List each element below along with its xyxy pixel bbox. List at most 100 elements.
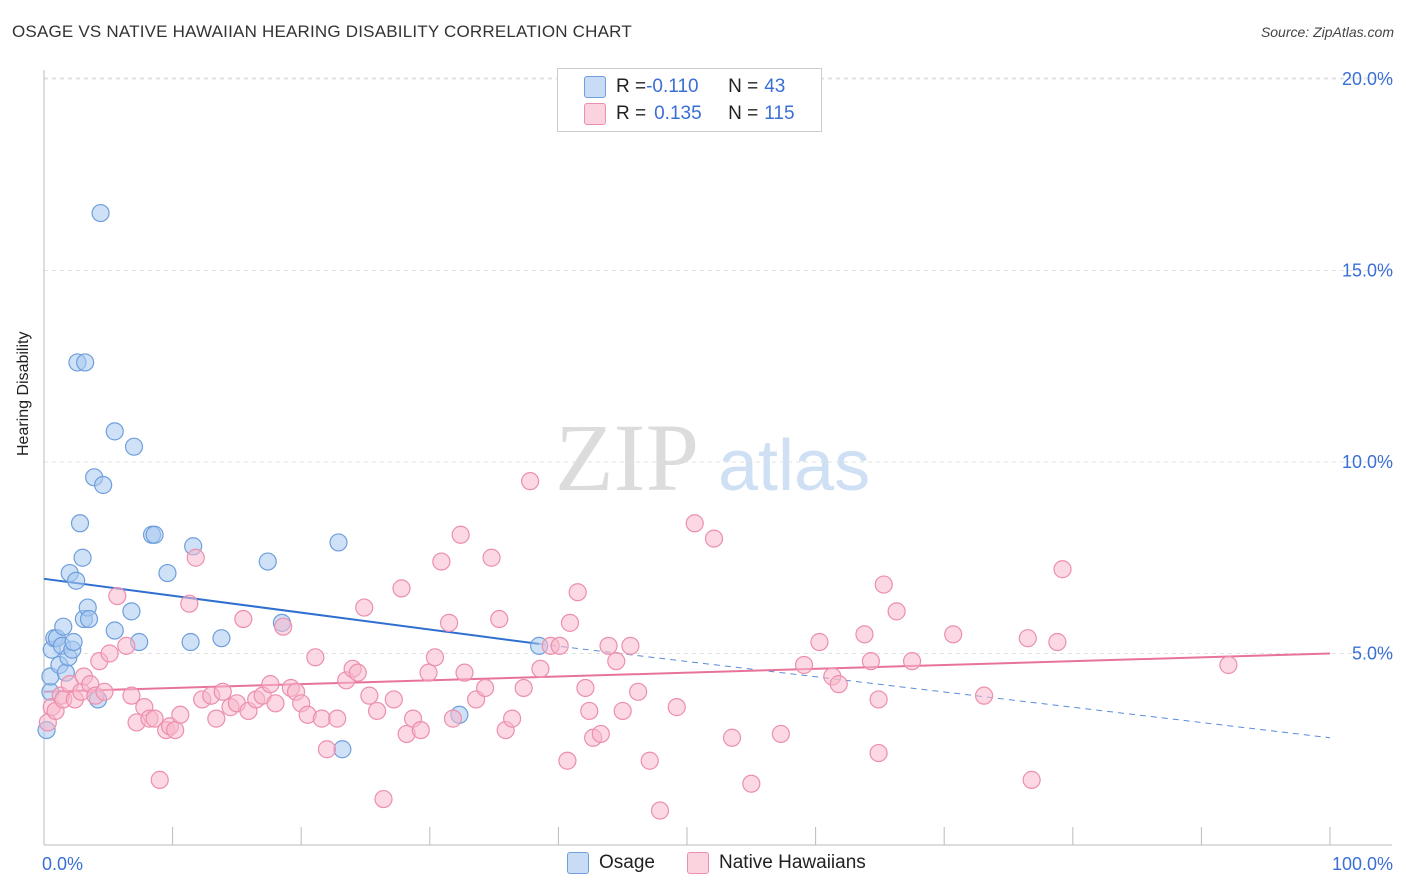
source-label: Source: ZipAtlas.com: [1260, 24, 1394, 40]
osage-point: [105, 422, 124, 441]
native-hawaiians-point: [317, 740, 337, 759]
r-value-osage: -0.110: [646, 76, 699, 97]
osage-point: [94, 475, 113, 495]
native-hawaiians-point: [521, 472, 540, 491]
native-hawaiians-point: [771, 724, 790, 744]
native-hawaiians-point: [810, 632, 829, 652]
n-value-osage: 43: [764, 76, 786, 97]
gridlines: [44, 77, 1392, 654]
osage-point: [212, 629, 231, 648]
native-hawaiians-point: [374, 789, 393, 809]
watermark-atlas: atlas: [718, 426, 870, 506]
native-hawaiians-point: [531, 659, 550, 678]
legend-native-hawaiians-label: Native Hawaiians: [719, 852, 866, 873]
y-axis-label: Hearing Disability: [15, 331, 32, 457]
osage-point: [91, 203, 110, 223]
native-hawaiians-point: [1022, 770, 1041, 789]
native-hawaiians-point: [117, 636, 136, 655]
native-hawaiians-point: [482, 548, 501, 567]
native-hawaiians-point: [490, 609, 509, 629]
native-hawaiians-point: [213, 682, 232, 701]
native-hawaiians-point: [425, 648, 445, 667]
native-hawaiians-point: [100, 644, 119, 663]
osage-point: [122, 602, 141, 621]
n-label: N =: [728, 103, 759, 124]
native-hawaiians-point: [274, 617, 293, 636]
native-hawaiians-point: [629, 682, 648, 701]
native-hawaiians-point: [704, 529, 724, 548]
native-hawaiians-point: [887, 602, 906, 621]
native-hawaiians-point: [869, 690, 888, 709]
n-value-native-hawaiians: 115: [764, 103, 795, 124]
native-hawaiians-point: [580, 701, 599, 721]
native-hawaiians-point: [419, 663, 438, 682]
native-hawaiians-point: [122, 686, 141, 705]
osage-point: [329, 533, 348, 552]
native-hawaiians-trend-line: [43, 652, 1331, 693]
native-hawaiians-point: [367, 701, 387, 721]
osage-trend-line: [43, 577, 540, 645]
native-hawaiians-point: [95, 682, 114, 701]
native-hawaiians-point: [1018, 629, 1037, 648]
native-hawaiians-point: [384, 690, 403, 709]
legend-item-native-hawaiians: Native Hawaiians: [687, 852, 866, 874]
native-hawaiians-point: [392, 579, 411, 598]
native-hawaiians-point: [312, 709, 331, 728]
r-label: R =: [616, 103, 647, 124]
osage-swatch: [584, 76, 606, 98]
native-hawaiians-point: [869, 743, 888, 763]
native-hawaiians-point: [640, 751, 659, 770]
legend-osage-swatch: [567, 852, 589, 874]
native-hawaiians-point: [722, 728, 742, 747]
osage-point: [67, 571, 86, 590]
stats-row-native-hawaiians: R = 0.135 N = 115: [558, 100, 795, 128]
native-hawaiians-point: [145, 709, 164, 728]
native-hawaiians-point: [607, 652, 626, 671]
osage-point: [181, 632, 200, 652]
osage-point: [333, 740, 352, 759]
osage-point: [145, 525, 164, 544]
native-hawaiians-point: [829, 675, 848, 694]
native-hawaiians-point: [451, 525, 470, 544]
osage-point: [124, 437, 144, 456]
osage-point: [70, 514, 90, 533]
y-tick-labels: 5.0% 10.0% 15.0% 20.0%: [1342, 69, 1393, 664]
native-hawaiians-point: [514, 678, 533, 698]
y-tick-label: 20.0%: [1342, 69, 1393, 89]
native-hawaiians-point: [861, 652, 880, 671]
native-hawaiians-point: [974, 686, 994, 705]
native-hawaiians-point: [621, 636, 640, 655]
native-hawaiians-point: [171, 705, 190, 724]
native-hawaiians-point: [613, 701, 632, 721]
osage-trend-extension: [539, 643, 1331, 739]
native-hawaiians-point: [1053, 560, 1072, 579]
osage-point: [105, 621, 124, 640]
native-hawaiians-point: [794, 655, 814, 675]
native-hawaiians-point: [180, 594, 199, 613]
osage-point: [73, 548, 92, 567]
native-hawaiians-point: [439, 613, 459, 632]
x-tick-label: 100.0%: [1332, 854, 1393, 874]
native-hawaiians-swatch: [584, 103, 606, 125]
native-hawaiians-point: [432, 552, 451, 571]
osage-point: [79, 609, 99, 629]
x-tick-label: 0.0%: [42, 854, 83, 874]
native-hawaiians-point: [558, 751, 577, 770]
native-hawaiians-point: [1219, 655, 1238, 675]
native-hawaiians-point: [599, 636, 618, 655]
native-hawaiians-point: [266, 694, 285, 713]
native-hawaiians-point: [550, 636, 569, 655]
osage-point: [258, 552, 277, 571]
legend-native-hawaiians-swatch: [687, 852, 709, 874]
n-label: N =: [728, 76, 759, 97]
native-hawaiians-point: [455, 663, 474, 682]
native-hawaiians-point: [306, 648, 325, 667]
native-hawaiians-point: [207, 709, 226, 728]
osage-point: [64, 632, 83, 652]
native-hawaiians-point: [475, 678, 495, 698]
correlation-stats-box: R = -0.110 N = 43 R = 0.135 N = 115: [557, 68, 822, 132]
r-value-native-hawaiians: 0.135: [654, 103, 702, 124]
native-hawaiians-point: [944, 625, 963, 644]
osage-point: [158, 563, 177, 583]
